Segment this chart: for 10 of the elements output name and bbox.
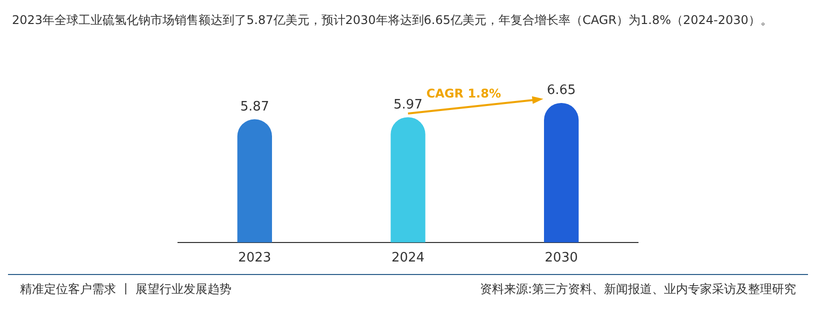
text: 精准定位客户需求 丨 展望行业发展趋势	[20, 281, 232, 298]
chart-title: 2023年全球工业硫氢化钠市场销售额达到了5.87亿美元，预计2030年将达到6.65亿美元，年复合增长率（CAGR）为1.8%（2024-2030）。	[11, 12, 774, 29]
x-tick-label: 2023	[238, 250, 272, 266]
data-label: 5.97	[394, 97, 422, 112]
text: CAGR 1.8%	[426, 86, 501, 101]
text: 资料来源:第三方资料、新闻报道、业内专家采访及整理研究	[480, 281, 796, 298]
x-tick-label: 2030	[544, 250, 578, 266]
x-tick-label: 2024	[391, 250, 425, 266]
data-label: 6.65	[546, 83, 576, 98]
data-label: 5.87	[240, 100, 270, 115]
